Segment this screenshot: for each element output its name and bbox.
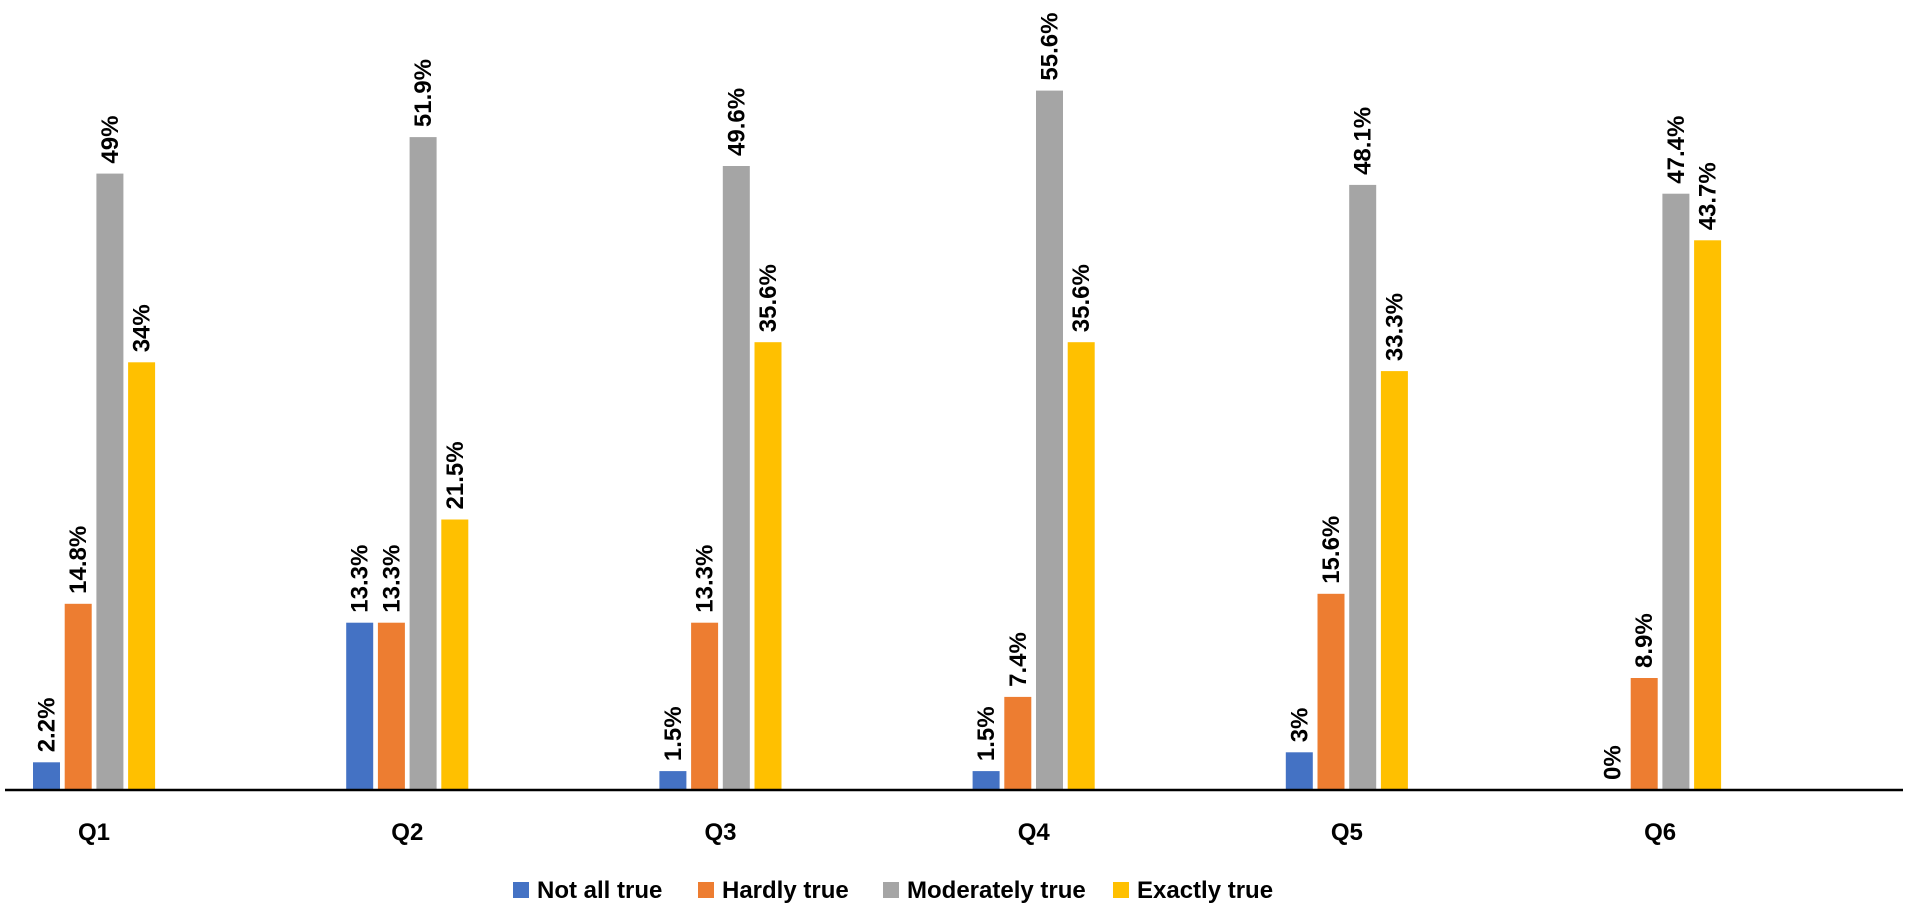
bar-q3-not-all-true	[659, 771, 687, 790]
data-label-q6-exactly-true: 43.7%	[1695, 162, 1722, 230]
data-label-q2-moderately-true: 51.9%	[410, 59, 437, 127]
legend-label-moderately-true: Moderately true	[907, 877, 1086, 904]
category-label-q5: Q5	[1331, 819, 1363, 846]
data-label-q2-exactly-true: 21.5%	[442, 441, 469, 509]
bar-q1-exactly-true	[128, 362, 156, 790]
legend-swatch-moderately-true	[883, 882, 899, 898]
data-label-q5-moderately-true: 48.1%	[1350, 107, 1377, 175]
data-label-q3-moderately-true: 49.6%	[723, 88, 750, 156]
data-label-q5-exactly-true: 33.3%	[1381, 293, 1408, 361]
data-label-q6-not-all-true: 0%	[1600, 745, 1627, 780]
bars-layer	[33, 90, 1722, 791]
legend-swatch-not-all-true	[513, 882, 529, 898]
category-label-q3: Q3	[704, 819, 736, 846]
bar-q1-hardly-true	[64, 603, 92, 790]
legend: Not all true Hardly true Moderately true Ex…	[513, 877, 1273, 904]
bar-q5-moderately-true	[1349, 184, 1377, 790]
data-label-q4-not-all-true: 1.5%	[973, 706, 1000, 761]
bar-q4-hardly-true	[1004, 696, 1032, 790]
data-label-q1-moderately-true: 49%	[97, 116, 124, 164]
bar-q6-exactly-true	[1694, 240, 1722, 791]
data-label-q5-hardly-true: 15.6%	[1318, 516, 1345, 584]
data-label-q3-not-all-true: 1.5%	[660, 706, 687, 761]
bar-q2-moderately-true	[409, 137, 437, 791]
legend-label-not-all-true: Not all true	[537, 877, 662, 904]
category-label-q1: Q1	[78, 819, 110, 846]
data-label-q3-hardly-true: 13.3%	[692, 545, 719, 613]
data-label-q6-hardly-true: 8.9%	[1631, 613, 1658, 668]
legend-swatch-hardly-true	[698, 882, 714, 898]
legend-swatch-exactly-true	[1113, 882, 1129, 898]
category-label-q6: Q6	[1644, 819, 1676, 846]
data-label-q1-exactly-true: 34%	[129, 304, 156, 352]
bar-q2-hardly-true	[377, 622, 405, 790]
data-label-q4-hardly-true: 7.4%	[1005, 632, 1032, 687]
category-label-q4: Q4	[1018, 819, 1051, 846]
bar-q1-moderately-true	[96, 173, 124, 791]
data-labels-layer: 2.2%14.8%49%34%13.3% 13.3%51.9%21.5%1.5%1…	[34, 13, 1722, 780]
data-label-q1-not-all-true: 2.2%	[34, 698, 61, 753]
bar-q3-exactly-true	[754, 342, 782, 790]
bar-q3-moderately-true	[722, 166, 750, 790]
bar-q5-hardly-true	[1317, 593, 1345, 790]
bar-q5-not-all-true	[1285, 752, 1313, 790]
bar-q6-moderately-true	[1662, 193, 1690, 790]
bar-q3-hardly-true	[691, 622, 719, 790]
bar-q4-not-all-true	[972, 771, 1000, 790]
legend-label-exactly-true: Exactly true	[1137, 877, 1273, 904]
bar-q4-exactly-true	[1067, 342, 1095, 790]
data-label-q4-exactly-true: 35.6%	[1068, 264, 1095, 332]
category-labels-layer: Q1Q2Q3Q4Q5Q6Q7Q8Q9Q10	[78, 819, 1676, 846]
category-label-q2: Q2	[391, 819, 423, 846]
bar-q2-exactly-true	[441, 519, 469, 790]
bar-q5-exactly-true	[1380, 371, 1408, 790]
data-label-q3-exactly-true: 35.6%	[755, 264, 782, 332]
bar-q6-hardly-true	[1630, 678, 1658, 790]
data-label-q2-not-all-true: 13.3%	[347, 545, 374, 613]
data-label-q4-moderately-true: 55.6%	[1037, 13, 1064, 81]
bar-q4-moderately-true	[1036, 90, 1063, 791]
data-label-q6-moderately-true: 47.4%	[1663, 116, 1690, 184]
bar-q2-not-all-true	[346, 622, 374, 790]
legend-label-hardly-true: Hardly true	[722, 877, 849, 904]
data-label-q5-not-all-true: 3%	[1286, 708, 1313, 743]
data-label-q2-hardly-true: 13.3%	[378, 545, 405, 613]
bar-q1-not-all-true	[33, 762, 60, 790]
data-label-q1-hardly-true: 14.8%	[65, 526, 92, 594]
